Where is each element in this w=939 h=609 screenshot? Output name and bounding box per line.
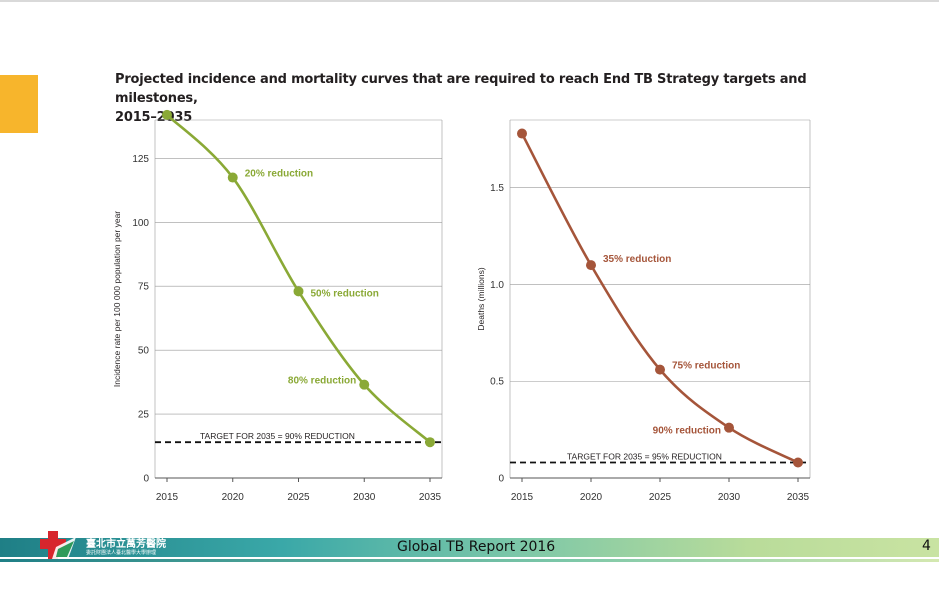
hospital-cross-logo-icon — [40, 531, 76, 559]
x-tick-label: 2015 — [156, 492, 179, 503]
top-rule — [0, 0, 939, 2]
x-tick-label: 2030 — [353, 492, 376, 503]
y-axis-title: Incidence rate per 100 000 population pe… — [112, 211, 122, 387]
target-label: TARGET FOR 2035 = 90% REDUCTION — [200, 431, 355, 441]
series-line — [165, 113, 432, 444]
data-point — [359, 379, 370, 390]
x-tick-label: 2030 — [718, 492, 741, 503]
y-tick-label: 25 — [138, 410, 150, 421]
x-tick-label: 2020 — [222, 492, 245, 503]
x-tick-label: 2035 — [787, 492, 810, 503]
x-tick-label: 2025 — [287, 492, 310, 503]
reduction-annotation: 75% reduction — [672, 361, 740, 372]
reduction-annotation: 80% reduction — [288, 376, 356, 387]
data-point — [724, 422, 734, 433]
y-tick-label: 0.5 — [490, 377, 504, 388]
data-point — [227, 172, 238, 183]
data-point — [655, 364, 665, 375]
series-line — [520, 132, 800, 464]
footer-report-title: Global TB Report 2016 — [397, 539, 556, 555]
x-tick-label: 2025 — [649, 492, 672, 503]
mortality-chart: 0 0.5 1.0 1.5 2015 2020 2025 2030 2035 Deaths (mi… — [476, 119, 811, 503]
incidence-chart: 0 25 50 75 100 125 2015 2020 2025 2030 2035 Inciden… — [112, 109, 443, 503]
reduction-annotation: 50% reduction — [311, 288, 379, 299]
data-point — [793, 457, 803, 468]
y-tick-label: 100 — [132, 218, 149, 229]
y-tick-label: 0 — [498, 474, 504, 485]
footer-line — [0, 559, 939, 562]
reduction-annotation: 90% reduction — [653, 426, 721, 437]
slide-title-line1: Projected incidence and mortality curves… — [115, 72, 807, 106]
data-point — [162, 109, 172, 120]
data-point — [586, 260, 596, 271]
page-number: 4 — [922, 538, 931, 554]
reduction-annotation: 35% reduction — [603, 254, 671, 265]
data-point — [293, 286, 304, 297]
data-point — [425, 437, 435, 448]
footer-band — [0, 538, 939, 557]
slide-title: Projected incidence and mortality curves… — [115, 70, 875, 127]
target-label: TARGET FOR 2035 = 95% REDUCTION — [567, 452, 722, 462]
hospital-name: 臺北市立萬芳醫院 — [86, 539, 166, 550]
y-tick-label: 0 — [143, 474, 149, 485]
y-tick-label: 1.0 — [490, 280, 504, 291]
y-tick-label: 125 — [132, 154, 149, 165]
y-tick-label: 1.5 — [490, 183, 504, 194]
accent-block — [0, 75, 38, 133]
x-tick-label: 2015 — [511, 492, 534, 503]
data-point — [517, 128, 527, 139]
y-tick-label: 50 — [138, 346, 150, 357]
hospital-subtitle: 委託財團法人臺北醫學大學辦理 — [86, 550, 157, 556]
y-tick-label: 75 — [138, 282, 150, 293]
x-tick-label: 2035 — [419, 492, 442, 503]
x-tick-label: 2020 — [580, 492, 603, 503]
reduction-annotation: 20% reduction — [245, 169, 313, 180]
y-axis-title: Deaths (millions) — [476, 267, 486, 330]
